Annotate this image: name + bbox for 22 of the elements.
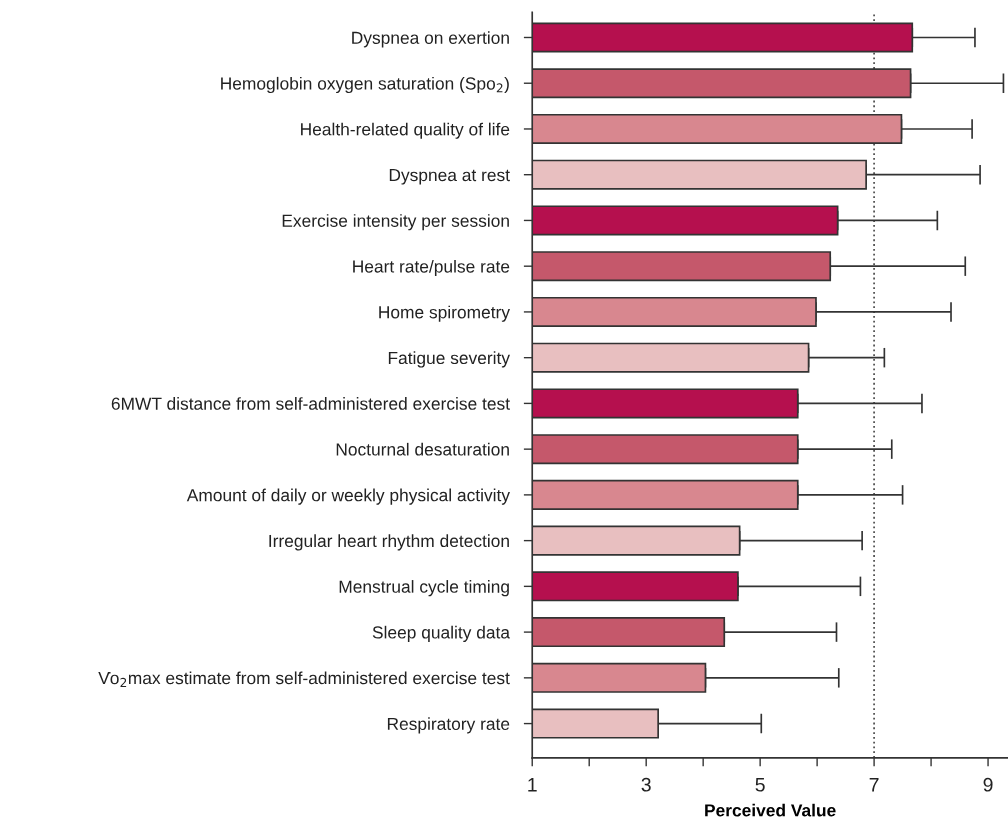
y-tick-label: Menstrual cycle timing <box>339 580 509 597</box>
y-tick-label: Dyspnea on exertion <box>352 31 509 48</box>
x-tick-label: 7 <box>869 778 879 792</box>
x-tick-label: 3 <box>641 777 651 792</box>
y-tick-label: V̇o$_{2}$max estimate from self-administered exercise test <box>98 671 510 687</box>
y-tick-label: Exercise intensity per session <box>282 214 509 231</box>
x-tick-label: 9 <box>983 777 993 792</box>
x-axis-title: Perceived Value <box>705 803 836 817</box>
y-tick-label: Sleep quality data <box>372 625 511 642</box>
y-tick-label: Irregular heart rhythm detection <box>269 534 509 551</box>
y-tick-label: Hemoglobin oxygen saturation (Spo$_{2}$) <box>221 76 509 94</box>
y-tick-label: Heart rate/pulse rate <box>353 259 510 277</box>
y-tick-label: Respiratory rate <box>387 717 510 734</box>
y-tick-label: Home spirometry <box>379 305 510 322</box>
y-tick-label: 6MWT distance from self-administered exercise test <box>111 397 510 410</box>
y-tick-label: Amount of daily or weekly physical activity <box>186 488 510 505</box>
y-tick-label: Health-related quality of life <box>301 122 510 139</box>
y-tick-label: Dyspnea at rest <box>389 169 510 185</box>
y-tick-label: Nocturnal desaturation <box>336 442 509 456</box>
y-tick-label: Fatigue severity <box>388 351 510 368</box>
x-tick-label: 1 <box>528 778 537 792</box>
x-tick-label: 5 <box>755 778 765 792</box>
